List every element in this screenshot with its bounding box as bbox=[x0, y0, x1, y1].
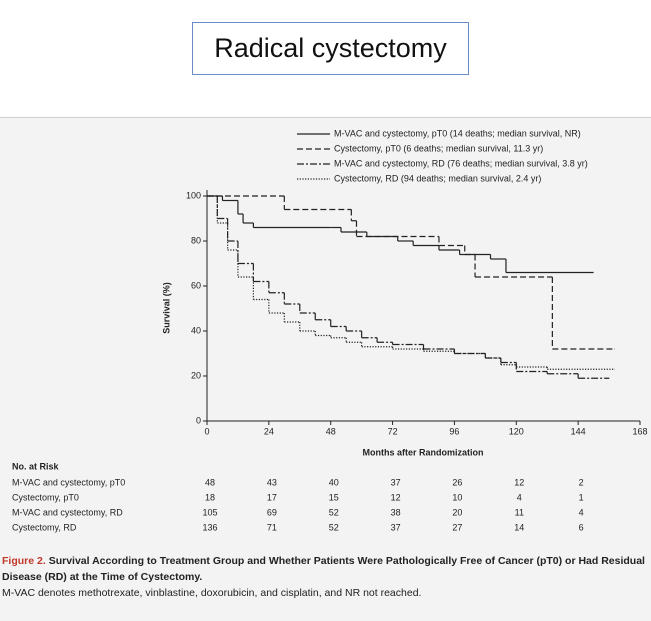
y-axis-label: Survival (%) bbox=[161, 282, 171, 334]
legend-label: M-VAC and cystectomy, RD (76 deaths; med… bbox=[334, 158, 588, 168]
risk-value: 37 bbox=[391, 477, 401, 487]
risk-value: 2 bbox=[579, 477, 584, 487]
risk-value: 4 bbox=[579, 507, 584, 517]
risk-value: 105 bbox=[202, 507, 217, 517]
x-axis-label: Months after Randomization bbox=[363, 447, 484, 457]
y-tick-label: 60 bbox=[191, 280, 201, 290]
risk-value: 12 bbox=[391, 492, 401, 502]
x-tick-label: 96 bbox=[449, 426, 459, 436]
y-tick-label: 80 bbox=[191, 235, 201, 245]
x-tick-label: 48 bbox=[326, 426, 336, 436]
y-tick-label: 100 bbox=[186, 190, 201, 200]
x-tick-label: 72 bbox=[388, 426, 398, 436]
y-tick-label: 20 bbox=[191, 370, 201, 380]
slide-title: Radical cystectomy bbox=[192, 22, 469, 75]
x-tick-label: 120 bbox=[509, 426, 524, 436]
legend-label: Cystectomy, pT0 (6 deaths; median surviv… bbox=[334, 143, 543, 153]
x-tick-label: 144 bbox=[571, 426, 586, 436]
risk-value: 4 bbox=[517, 492, 522, 502]
figure-label: Figure 2. bbox=[2, 555, 46, 567]
risk-value: 40 bbox=[329, 477, 339, 487]
caption: Figure 2. Survival According to Treatmen… bbox=[2, 553, 647, 601]
risk-value: 71 bbox=[267, 522, 277, 532]
legend-label: Cystectomy, RD (94 deaths; median surviv… bbox=[334, 173, 541, 183]
risk-value: 20 bbox=[452, 507, 462, 517]
risk-value: 1 bbox=[579, 492, 584, 502]
risk-row-label: Cystectomy, pT0 bbox=[12, 492, 79, 502]
risk-value: 48 bbox=[205, 477, 215, 487]
risk-value: 37 bbox=[391, 522, 401, 532]
figure-panel bbox=[0, 117, 651, 621]
legend-label: M-VAC and cystectomy, pT0 (14 deaths; me… bbox=[334, 128, 581, 138]
risk-value: 12 bbox=[514, 477, 524, 487]
risk-row-label: M-VAC and cystectomy, pT0 bbox=[12, 477, 125, 487]
caption-note: M-VAC denotes methotrexate, vinblastine,… bbox=[2, 587, 422, 599]
risk-value: 43 bbox=[267, 477, 277, 487]
risk-value: 6 bbox=[579, 522, 584, 532]
risk-value: 52 bbox=[329, 522, 339, 532]
risk-value: 15 bbox=[329, 492, 339, 502]
x-tick-label: 168 bbox=[632, 426, 647, 436]
risk-value: 38 bbox=[391, 507, 401, 517]
risk-value: 17 bbox=[267, 492, 277, 502]
risk-value: 27 bbox=[452, 522, 462, 532]
risk-table-title: No. at Risk bbox=[12, 461, 60, 471]
risk-value: 69 bbox=[267, 507, 277, 517]
risk-value: 26 bbox=[452, 477, 462, 487]
x-tick-label: 24 bbox=[264, 426, 274, 436]
risk-value: 52 bbox=[329, 507, 339, 517]
risk-row-label: M-VAC and cystectomy, RD bbox=[12, 507, 123, 517]
risk-value: 14 bbox=[514, 522, 524, 532]
y-tick-label: 40 bbox=[191, 325, 201, 335]
risk-value: 11 bbox=[515, 507, 524, 517]
y-tick-label: 0 bbox=[196, 415, 201, 425]
risk-value: 18 bbox=[205, 492, 215, 502]
risk-row-label: Cystectomy, RD bbox=[12, 522, 77, 532]
risk-value: 136 bbox=[202, 522, 217, 532]
caption-title: Survival According to Treatment Group an… bbox=[2, 555, 645, 583]
x-tick-label: 0 bbox=[204, 426, 209, 436]
risk-value: 10 bbox=[452, 492, 462, 502]
